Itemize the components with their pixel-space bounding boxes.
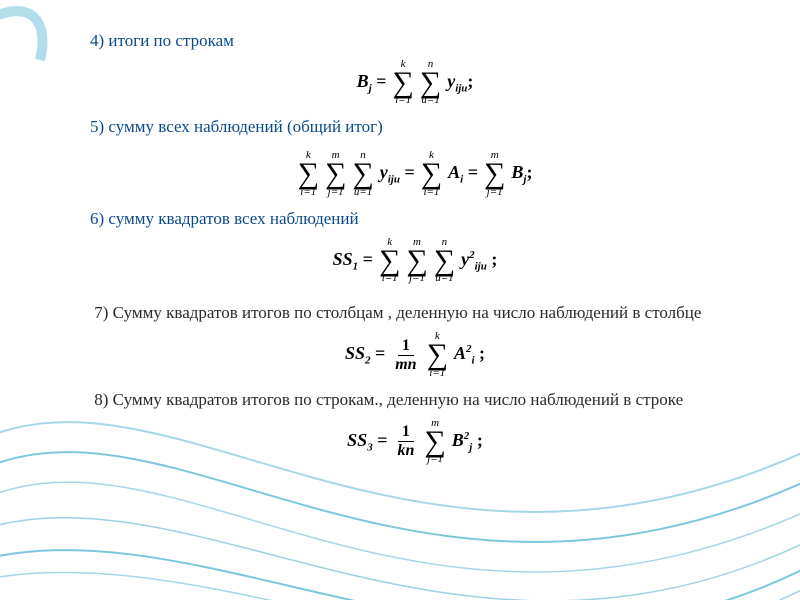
- item-4-label: 4) итоги по строкам: [90, 30, 740, 53]
- item-5-num: 5): [90, 117, 104, 136]
- item-8-num: 8): [94, 390, 108, 409]
- item-4-num: 4): [90, 31, 104, 50]
- item-6-label: 6) сумму квадратов всех наблюдений: [90, 208, 740, 231]
- item-5-label: 5) сумму всех наблюдений (общий итог): [90, 116, 740, 139]
- item-8-formula: SS3 = 1kn m∑j=1 B2j ;: [90, 418, 740, 466]
- item-5-formula: k∑i=1 m∑j=1 n∑u=1 yiju = k∑i=1 Ai = m∑j=…: [90, 145, 740, 198]
- item-4-text: итоги по строкам: [108, 31, 233, 50]
- item-7-num: 7): [94, 303, 108, 322]
- item-7-text: Сумму квадратов итогов по столбцам , дел…: [113, 303, 702, 322]
- item-6-text: сумму квадратов всех наблюдений: [108, 209, 358, 228]
- item-7-label: 7) Сумму квадратов итогов по столбцам , …: [90, 302, 740, 325]
- item-8-label: 8) Сумму квадратов итогов по строкам., д…: [90, 389, 740, 412]
- item-6-num: 6): [90, 209, 104, 228]
- slide-content: 4) итоги по строкам Bj = k∑i=1 n∑u=1 yij…: [0, 0, 800, 485]
- item-8-text: Сумму квадратов итогов по строкам., деле…: [113, 390, 683, 409]
- item-4-formula: Bj = k∑i=1 n∑u=1 yiju;: [90, 59, 740, 107]
- item-7-formula: SS2 = 1mn k∑i=1 A2i ;: [90, 331, 740, 379]
- item-6-formula: SS1 = k∑i=1 m∑j=1 n∑u=1 y2iju ;: [90, 237, 740, 285]
- item-5-text: сумму всех наблюдений (общий итог): [108, 117, 382, 136]
